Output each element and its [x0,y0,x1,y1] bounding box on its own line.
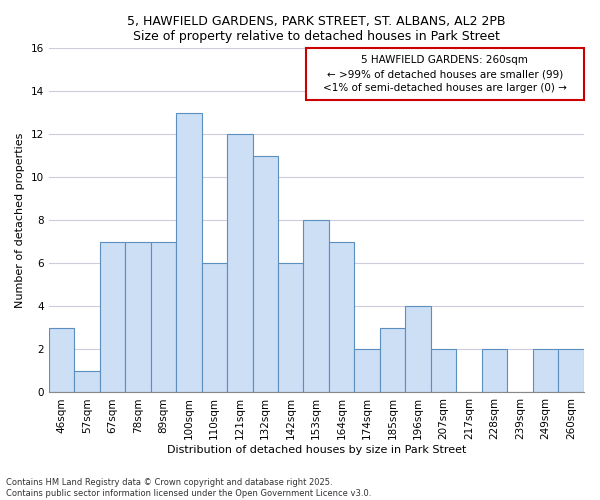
Bar [151,242,176,392]
Bar [176,113,202,392]
Bar [100,242,125,392]
Bar [482,350,508,393]
X-axis label: Distribution of detached houses by size in Park Street: Distribution of detached houses by size … [167,445,466,455]
Title: 5, HAWFIELD GARDENS, PARK STREET, ST. ALBANS, AL2 2PB
Size of property relative : 5, HAWFIELD GARDENS, PARK STREET, ST. AL… [127,15,505,43]
Text: 5 HAWFIELD GARDENS: 260sqm
← >99% of detached houses are smaller (99)
<1% of sem: 5 HAWFIELD GARDENS: 260sqm ← >99% of det… [323,55,567,93]
FancyBboxPatch shape [306,48,584,100]
Bar [329,242,355,392]
Bar [227,134,253,392]
Bar [49,328,74,392]
Text: Contains HM Land Registry data © Crown copyright and database right 2025.
Contai: Contains HM Land Registry data © Crown c… [6,478,371,498]
Bar [380,328,406,392]
Bar [74,371,100,392]
Bar [253,156,278,392]
Y-axis label: Number of detached properties: Number of detached properties [15,132,25,308]
Bar [533,350,558,393]
Bar [202,264,227,392]
Bar [431,350,457,393]
Bar [558,350,584,393]
Bar [278,264,304,392]
Bar [406,306,431,392]
Bar [355,350,380,393]
Bar [304,220,329,392]
Bar [125,242,151,392]
